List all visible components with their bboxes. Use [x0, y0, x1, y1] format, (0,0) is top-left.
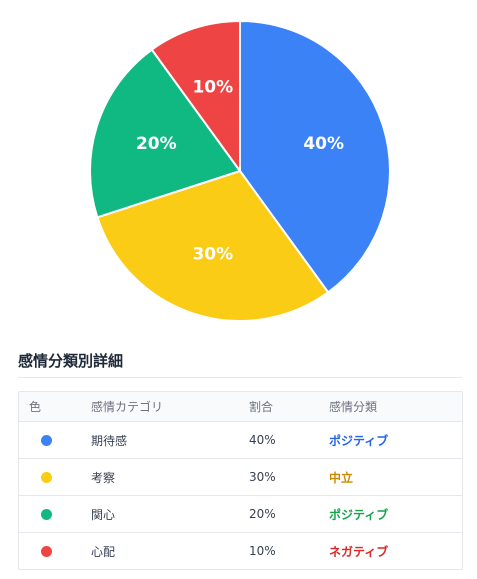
classification-cell: 中立	[329, 458, 462, 496]
classification-cell: ネガティブ	[329, 544, 389, 559]
color-swatch	[41, 546, 52, 557]
header-category: 感情カテゴリ	[91, 392, 249, 422]
pie-slice-3	[150, 19, 241, 175]
table-row: 考察 30% 中立	[19, 458, 462, 496]
divider	[18, 377, 462, 378]
header-classification: 感情分類	[329, 392, 462, 422]
slice-label-0: 40%	[303, 134, 344, 154]
pie-slice-2	[89, 48, 242, 219]
detail-table: 色 感情カテゴリ 割合 感情分類 期待感 40% ポジティブ 考察 30% 中立	[18, 391, 463, 570]
header-ratio: 割合	[249, 392, 329, 422]
color-swatch	[41, 472, 52, 483]
ratio-cell: 30%	[249, 458, 329, 496]
category-cell: 考察	[91, 458, 249, 496]
table-row: 関心 20% ポジティブ	[19, 495, 462, 533]
category-cell: 関心	[91, 495, 249, 533]
ratio-cell: 20%	[249, 495, 329, 533]
color-swatch	[41, 435, 52, 446]
slice-label-1: 30%	[192, 245, 233, 265]
table-row: 心配 10% ネガティブ	[19, 533, 462, 570]
pie-slice-1	[96, 169, 330, 322]
category-cell: 期待感	[91, 421, 249, 459]
section-title: 感情分類別詳細	[18, 352, 124, 370]
table-row: 期待感 40% ポジティブ	[19, 421, 462, 459]
color-swatch	[41, 509, 52, 520]
pie-chart: 40% 30% 20% 10%	[89, 19, 391, 322]
header-color: 色	[19, 392, 91, 422]
ratio-cell: 40%	[249, 421, 329, 459]
slice-label-3: 10%	[192, 77, 233, 97]
table-header-row: 色 感情カテゴリ 割合 感情分類	[19, 392, 462, 422]
classification-cell: ポジティブ	[329, 421, 462, 459]
pie-slice-0	[239, 19, 391, 294]
ratio-cell: 10%	[249, 544, 276, 558]
classification-cell: ポジティブ	[329, 495, 462, 533]
slice-label-2: 20%	[136, 134, 177, 154]
category-cell: 心配	[91, 544, 116, 559]
